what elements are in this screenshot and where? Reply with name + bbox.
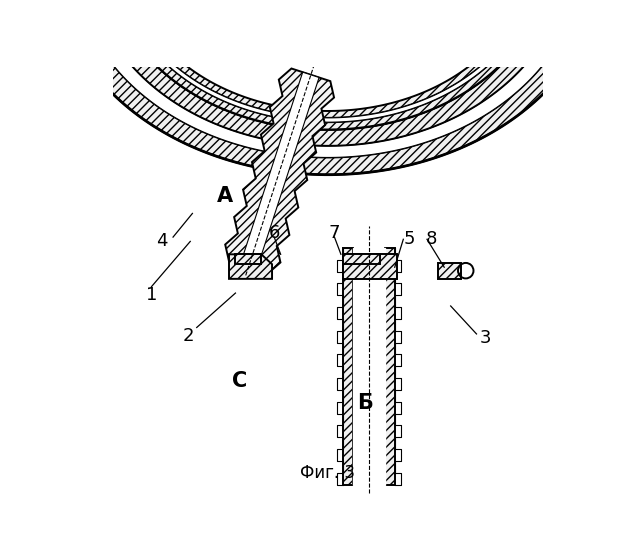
Polygon shape (229, 254, 272, 279)
Text: С: С (232, 371, 248, 391)
Text: Фиг. 3: Фиг. 3 (301, 465, 355, 482)
Polygon shape (141, 21, 516, 118)
Polygon shape (127, 29, 529, 130)
Polygon shape (385, 248, 395, 485)
Polygon shape (236, 254, 261, 264)
Polygon shape (353, 248, 385, 485)
Text: 2: 2 (182, 327, 194, 345)
Text: 7: 7 (329, 224, 340, 242)
Text: Б: Б (356, 393, 372, 413)
Polygon shape (343, 248, 353, 485)
Polygon shape (110, 29, 546, 146)
Polygon shape (96, 35, 560, 158)
Polygon shape (225, 69, 334, 273)
Polygon shape (76, 40, 580, 174)
Text: 4: 4 (157, 233, 168, 250)
Polygon shape (344, 254, 397, 279)
Text: 6: 6 (269, 224, 280, 242)
Polygon shape (129, 26, 529, 130)
Polygon shape (344, 254, 380, 264)
Polygon shape (137, 24, 521, 122)
Polygon shape (240, 72, 319, 270)
Text: 8: 8 (426, 230, 437, 248)
Polygon shape (438, 263, 461, 279)
Text: 3: 3 (479, 329, 491, 347)
Text: 5: 5 (404, 230, 415, 248)
Text: 1: 1 (146, 286, 157, 304)
Text: А: А (216, 186, 233, 206)
